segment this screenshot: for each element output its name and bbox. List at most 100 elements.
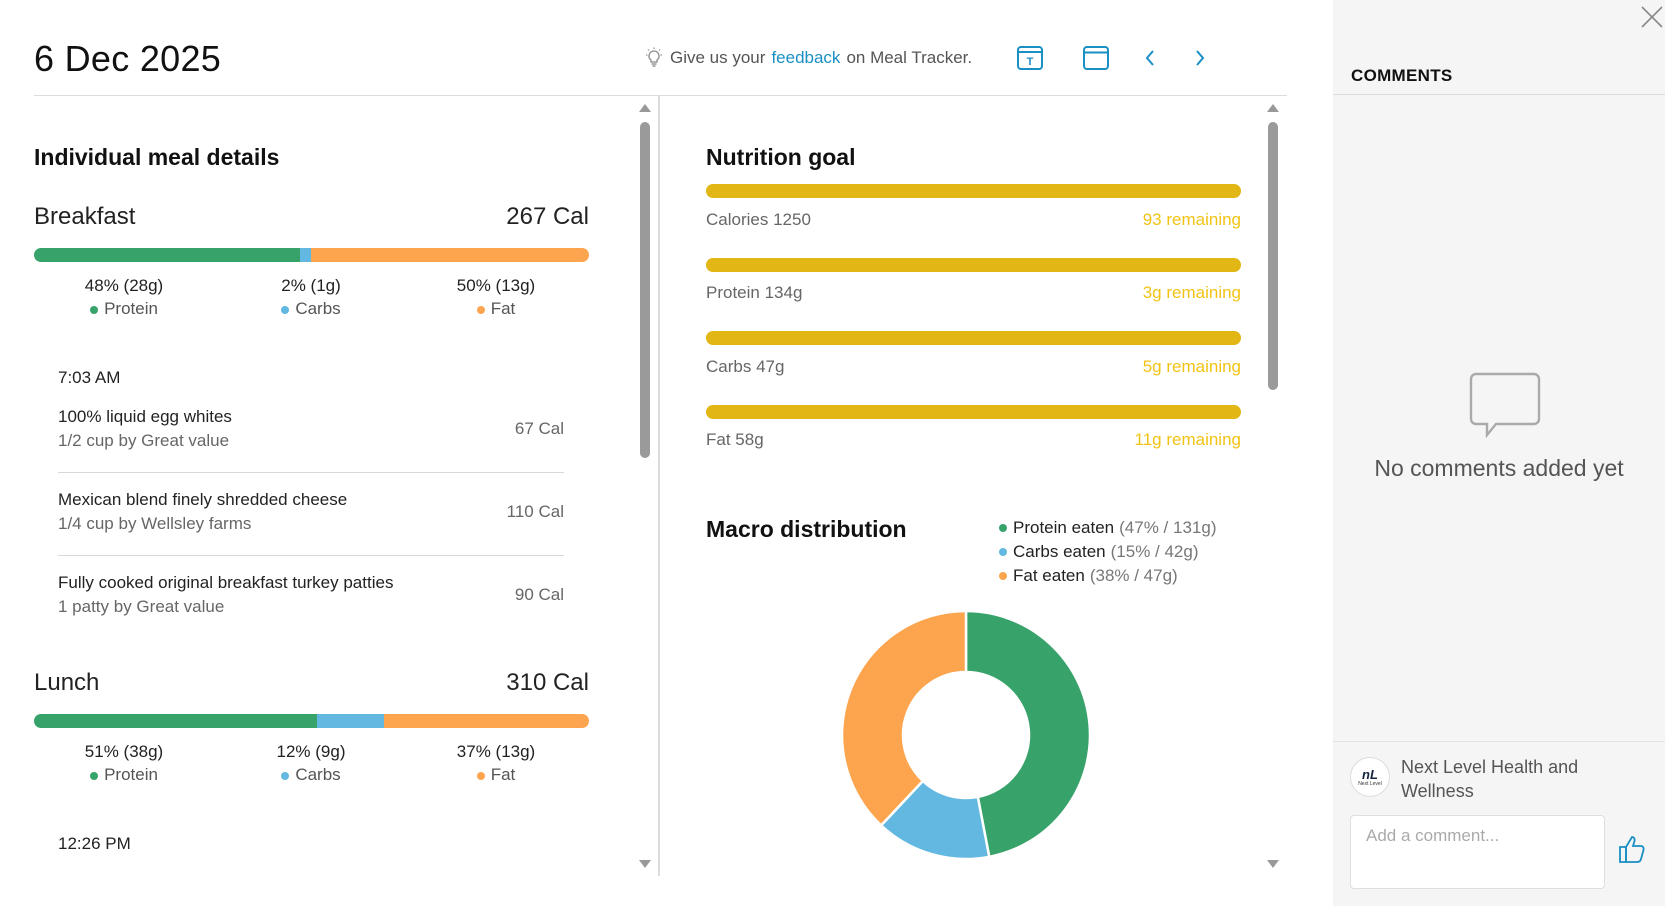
meal-time: 12:26 PM <box>58 834 131 853</box>
scroll-down-arrow[interactable] <box>639 860 651 868</box>
like-button[interactable] <box>1616 832 1650 866</box>
scroll-thumb[interactable] <box>1268 122 1278 390</box>
feedback-suffix: on Meal Tracker. <box>846 48 973 67</box>
food-name: 100% liquid egg whites <box>58 407 232 426</box>
legend-detail: (47% / 131g) <box>1119 518 1217 537</box>
divider <box>58 555 564 556</box>
macro-stat-carbs: 2% (1g) Carbs <box>231 276 391 319</box>
macro-bar-fat <box>383 714 589 728</box>
meal-calories: 267 Cal <box>506 203 589 230</box>
divider <box>1333 741 1665 742</box>
macro-bar-fat <box>311 248 589 262</box>
macro-stat-protein: 51% (38g) Protein <box>44 742 204 785</box>
goal-label: Carbs 47g <box>706 357 785 376</box>
legend-detail: (15% / 42g) <box>1110 542 1199 561</box>
goal-label: Protein 134g <box>706 283 803 302</box>
goal-row-fat: Fat 58g 11g remaining <box>706 430 1241 450</box>
divider <box>1333 94 1665 95</box>
macro-value: 2% (1g) <box>281 276 341 295</box>
scroll-thumb[interactable] <box>640 122 650 458</box>
macro-label: Fat <box>490 299 516 318</box>
protein-dot <box>90 771 99 780</box>
macro-value: 51% (38g) <box>84 742 164 761</box>
food-name: Fully cooked original breakfast turkey p… <box>58 573 394 592</box>
page-title: 6 Dec 2025 <box>34 38 222 79</box>
fat-dot <box>476 771 485 780</box>
lightbulb-icon <box>646 47 662 67</box>
carbs-dot <box>281 305 290 314</box>
food-item[interactable]: Mexican blend finely shredded cheese 1/4… <box>58 490 564 568</box>
legend-detail: (38% / 47g) <box>1089 566 1178 585</box>
comments-title: COMMENTS <box>1351 66 1453 85</box>
org-logo: nL Next Level <box>1350 757 1390 797</box>
calendar-icon <box>1083 46 1109 70</box>
macro-bar-lunch <box>34 714 589 728</box>
goal-label: Fat 58g <box>706 430 764 449</box>
legend-dot <box>999 572 1007 580</box>
scroll-down-arrow[interactable] <box>1267 860 1279 868</box>
macro-bar-carbs <box>300 248 312 262</box>
calendar-button[interactable] <box>1080 42 1112 74</box>
donut-slice-fat <box>840 609 968 828</box>
macro-label: Protein <box>104 765 158 784</box>
meal-name: Lunch <box>34 669 100 696</box>
macro-label: Fat <box>490 765 516 784</box>
macro-bar-protein <box>34 248 301 262</box>
macro-bar-protein <box>34 714 318 728</box>
macro-value: 48% (28g) <box>84 276 164 295</box>
close-button[interactable] <box>1640 5 1664 29</box>
logo-text: nL <box>1362 766 1378 782</box>
next-day-button[interactable] <box>1184 42 1216 74</box>
nutrition-scrollbar[interactable] <box>1265 100 1281 876</box>
speech-bubble-icon <box>1469 372 1541 438</box>
carbs-dot <box>281 771 290 780</box>
macro-value: 50% (13g) <box>456 276 536 295</box>
feedback-prompt: Give us your feedback on Meal Tracker. <box>644 47 972 69</box>
goal-remaining: 3g remaining <box>1142 283 1241 302</box>
nutrition-goal-title: Nutrition goal <box>706 144 856 170</box>
chart-legend: Protein eaten (47% / 131g) Carbs eaten (… <box>999 516 1216 588</box>
feedback-link[interactable]: feedback <box>771 48 841 67</box>
goal-remaining: 5g remaining <box>1142 357 1241 376</box>
scroll-up-arrow[interactable] <box>1267 104 1279 112</box>
macro-bar-breakfast <box>34 248 589 262</box>
macro-value: 37% (13g) <box>456 742 536 761</box>
chevron-right-icon <box>1196 50 1205 66</box>
protein-dot <box>90 305 99 314</box>
meal-details-panel: Individual meal details Breakfast 267 Ca… <box>34 96 634 876</box>
food-serving: 1/2 cup by Great value <box>58 431 230 450</box>
legend-item-protein: Protein eaten (47% / 131g) <box>999 516 1216 540</box>
org-name: Next Level Health and Wellness <box>1401 757 1579 801</box>
food-calories: 67 Cal <box>514 419 564 438</box>
previous-day-button[interactable] <box>1134 42 1166 74</box>
food-serving: 1/4 cup by Wellsley farms <box>58 514 252 533</box>
text-view-button[interactable]: T <box>1014 42 1046 74</box>
macro-stat-fat: 37% (13g) Fat <box>416 742 576 785</box>
legend-dot <box>999 524 1007 532</box>
goal-remaining: 93 remaining <box>1142 210 1241 229</box>
macro-value: 12% (9g) <box>276 742 346 761</box>
nutrition-panel: Nutrition goal Calories 1250 93 remainin… <box>706 96 1246 876</box>
food-item[interactable]: 100% liquid egg whites 1/2 cup by Great … <box>58 407 564 485</box>
close-icon <box>1641 6 1663 28</box>
legend-label: Fat eaten <box>1013 566 1085 585</box>
goal-bar-calories <box>706 184 1241 198</box>
food-calories: 90 Cal <box>514 585 564 604</box>
comment-input[interactable] <box>1350 815 1605 889</box>
page-header: 6 Dec 2025 Give us your feedback on Meal… <box>34 0 1287 96</box>
panel-divider <box>658 96 660 876</box>
legend-item-carbs: Carbs eaten (15% / 42g) <box>999 540 1216 564</box>
goal-row-calories: Calories 1250 93 remaining <box>706 210 1241 230</box>
goal-bar-fat <box>706 405 1241 419</box>
scroll-up-arrow[interactable] <box>639 104 651 112</box>
legend-item-fat: Fat eaten (38% / 47g) <box>999 564 1216 588</box>
fat-dot <box>476 305 485 314</box>
macro-stat-carbs: 12% (9g) Carbs <box>231 742 391 785</box>
meal-details-scrollbar[interactable] <box>637 100 653 876</box>
comments-sidebar: COMMENTS No comments added yet nL Next L… <box>1333 0 1665 906</box>
food-item[interactable]: Fully cooked original breakfast turkey p… <box>58 573 564 651</box>
legend-dot <box>999 548 1007 556</box>
empty-comments-text: No comments added yet <box>1374 455 1624 481</box>
legend-label: Carbs eaten <box>1013 542 1106 561</box>
meal-calories: 310 Cal <box>506 669 589 696</box>
